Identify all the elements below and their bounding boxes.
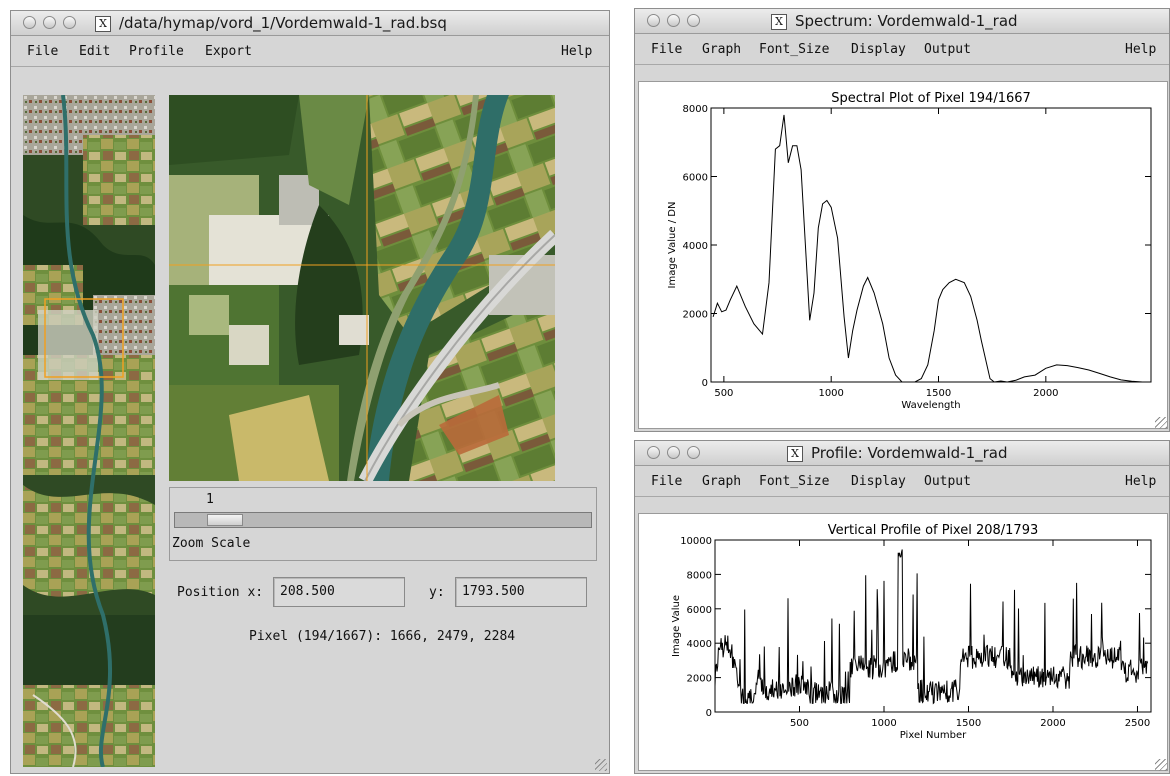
position-x-input[interactable]: 208.500: [273, 577, 405, 607]
spectrum-window: X Spectrum: Vordemwald-1_rad File Graph F…: [634, 8, 1170, 432]
image-window-titlebar[interactable]: X/data/hymap/vord_1/Vordemwald-1_rad.bsq: [11, 11, 609, 36]
profile-xtick-label: 500: [790, 718, 809, 729]
spectral-ylabel: Image Value / DN: [667, 202, 678, 289]
zoom-window-button[interactable]: [687, 446, 700, 459]
zoom-image[interactable]: [169, 95, 555, 481]
minimize-window-button[interactable]: [667, 446, 680, 459]
position-y-label: y:: [429, 585, 445, 600]
menu-help[interactable]: Help: [1125, 42, 1157, 57]
menu-font-size[interactable]: Font_Size: [759, 42, 830, 57]
profile-xtick-label: 1000: [871, 718, 896, 729]
menu-file[interactable]: File: [651, 474, 683, 489]
spectral-xtick-label: 1000: [818, 388, 843, 399]
spectral-ytick-label: 4000: [683, 241, 708, 252]
menu-profile[interactable]: Profile: [129, 44, 184, 59]
profile-title: Vertical Profile of Pixel 208/1793: [828, 523, 1039, 538]
menu-graph[interactable]: Graph: [702, 42, 742, 57]
resize-grip-icon[interactable]: [1155, 759, 1167, 771]
spectral-series-line: [712, 114, 1143, 383]
spectral-ytick-label: 0: [702, 378, 708, 389]
spectrum-titlebar[interactable]: X Spectrum: Vordemwald-1_rad: [635, 9, 1169, 34]
window-title: X/data/hymap/vord_1/Vordemwald-1_rad.bsq: [95, 14, 447, 32]
spectral-xlabel: Wavelength: [901, 400, 960, 411]
zoom-slider-thumb[interactable]: [207, 514, 244, 526]
profile-xtick-label: 1500: [956, 718, 981, 729]
zoom-group: 1 Zoom Scale: [169, 487, 597, 561]
overview-image[interactable]: [23, 95, 155, 767]
spectral-frame: [710, 107, 1152, 383]
profile-titlebar[interactable]: X Profile: Vordemwald-1_rad: [635, 441, 1169, 466]
profile-menubar: File Graph Font_Size Display Output Help: [635, 466, 1169, 497]
menu-file[interactable]: File: [27, 44, 59, 59]
menu-edit[interactable]: Edit: [79, 44, 111, 59]
image-menubar: File Edit Profile Export Help: [11, 36, 609, 67]
menu-output[interactable]: Output: [924, 474, 971, 489]
spectral-plot-svg: Spectral Plot of Pixel 194/1667 500 1000 15…: [667, 91, 1152, 411]
spectral-title: Spectral Plot of Pixel 194/1667: [831, 91, 1031, 106]
vertical-profile-plot[interactable]: Vertical Profile of Pixel 208/1793 500 100…: [638, 513, 1168, 771]
zoom-window-button[interactable]: [687, 14, 700, 27]
zoom-value: 1: [206, 492, 214, 507]
menu-file[interactable]: File: [651, 42, 683, 57]
profile-ylabel: Image Value: [671, 595, 682, 657]
vertical-profile-plot-svg: Vertical Profile of Pixel 208/1793 500 100…: [671, 523, 1152, 741]
profile-ytick-label: 6000: [687, 605, 712, 616]
profile-ytick-label: 8000: [687, 570, 712, 581]
zoom-slider-track[interactable]: [174, 512, 592, 528]
spectral-ytick-label: 2000: [683, 310, 708, 321]
close-window-button[interactable]: [23, 16, 36, 29]
profile-ytick-label: 2000: [687, 674, 712, 685]
resize-grip-icon[interactable]: [595, 759, 607, 771]
menu-help[interactable]: Help: [1125, 474, 1157, 489]
profile-series-line: [714, 549, 1149, 705]
spectral-xtick-label: 1500: [926, 388, 951, 399]
close-window-button[interactable]: [647, 446, 660, 459]
spectral-plot[interactable]: Spectral Plot of Pixel 194/1667 500 1000 15…: [638, 81, 1168, 429]
minimize-window-button[interactable]: [43, 16, 56, 29]
profile-xtick-label: 2000: [1040, 718, 1065, 729]
position-x-label: Position x:: [177, 585, 264, 600]
zoom-window-button[interactable]: [63, 16, 76, 29]
spectrum-menubar: File Graph Font_Size Display Output Help: [635, 34, 1169, 65]
close-window-button[interactable]: [647, 14, 660, 27]
menu-font-size[interactable]: Font_Size: [759, 474, 830, 489]
menu-graph[interactable]: Graph: [702, 474, 742, 489]
x11-icon: X: [95, 16, 111, 32]
spectral-ytick-label: 6000: [683, 173, 708, 184]
x11-icon: X: [787, 446, 803, 462]
profile-ytick-label: 10000: [680, 536, 712, 547]
profile-frame: [714, 539, 1152, 713]
window-title: X Spectrum: Vordemwald-1_rad: [771, 12, 1018, 30]
pixel-info: Pixel (194/1667): 1666, 2479, 2284: [249, 629, 516, 644]
resize-grip-icon[interactable]: [1155, 417, 1167, 429]
spectral-xtick-label: 500: [714, 388, 733, 399]
window-title: X Profile: Vordemwald-1_rad: [787, 444, 1008, 462]
menu-display[interactable]: Display: [851, 42, 906, 57]
profile-xtick-label: 2500: [1125, 718, 1150, 729]
profile-window: X Profile: Vordemwald-1_rad File Graph Fo…: [634, 440, 1170, 774]
image-window: X/data/hymap/vord_1/Vordemwald-1_rad.bsq…: [10, 10, 610, 774]
menu-help[interactable]: Help: [561, 44, 593, 59]
menu-export[interactable]: Export: [205, 44, 252, 59]
spectral-xtick-label: 2000: [1033, 388, 1058, 399]
profile-ytick-label: 4000: [687, 639, 712, 650]
position-y-input[interactable]: 1793.500: [455, 577, 587, 607]
minimize-window-button[interactable]: [667, 14, 680, 27]
zoom-region-box[interactable]: [44, 298, 124, 378]
spectral-ytick-label: 8000: [683, 104, 708, 115]
profile-xlabel: Pixel Number: [900, 730, 967, 741]
x11-icon: X: [771, 14, 787, 30]
profile-ytick-label: 0: [706, 708, 712, 719]
menu-output[interactable]: Output: [924, 42, 971, 57]
menu-display[interactable]: Display: [851, 474, 906, 489]
zoom-scale-label: Zoom Scale: [172, 536, 251, 551]
